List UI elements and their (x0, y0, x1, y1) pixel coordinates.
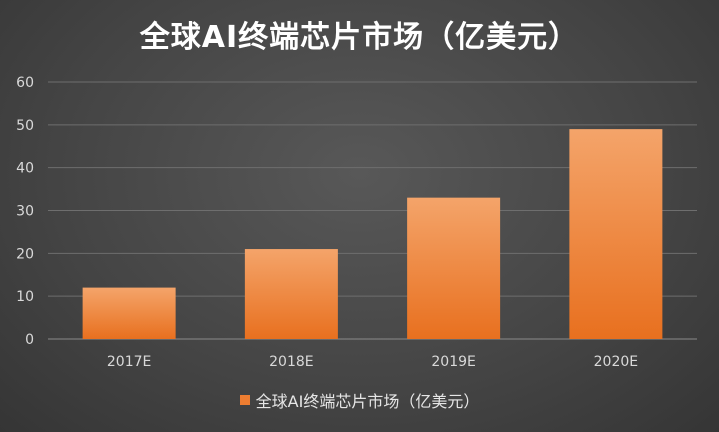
y-tick-label: 0 (25, 332, 34, 348)
legend: 全球AI终端芯片市场（亿美元） (0, 388, 719, 412)
x-tick-label: 2018E (269, 354, 313, 370)
y-tick-label: 40 (16, 161, 34, 177)
x-tick-label: 2020E (594, 354, 638, 370)
legend-label: 全球AI终端芯片市场（亿美元） (255, 392, 480, 411)
bar (244, 249, 338, 339)
legend-swatch (239, 395, 250, 405)
bar (569, 129, 663, 339)
bars (82, 129, 663, 339)
x-axis-ticks: 2017E 2018E 2019E 2020E (107, 354, 638, 370)
x-tick-label: 2019E (431, 354, 475, 370)
x-tick-label: 2017E (107, 354, 151, 370)
y-axis-ticks: 0 10 20 30 40 50 60 (16, 75, 34, 348)
bar (407, 197, 501, 339)
chart-title: 全球AI终端芯片市场（亿美元） (139, 20, 580, 55)
y-tick-label: 50 (16, 118, 34, 134)
y-tick-label: 30 (16, 204, 34, 220)
y-tick-label: 20 (16, 246, 34, 262)
bar (82, 287, 176, 339)
y-tick-label: 60 (16, 75, 34, 91)
y-tick-label: 10 (16, 289, 34, 305)
